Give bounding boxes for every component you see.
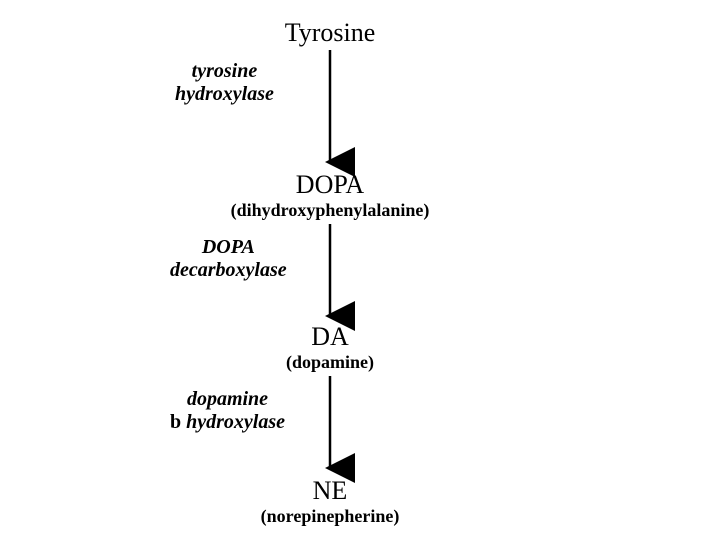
- molecule-dopa: DOPA: [0, 170, 660, 200]
- enzyme-dopamine-beta-hydroxylase: dopamine b hydroxylase: [170, 388, 285, 434]
- molecule-da: DA: [0, 322, 660, 352]
- pathway-diagram: Tyrosine tyrosine hydroxylase DOPA (dihy…: [0, 0, 720, 540]
- enzyme-tyrosine-hydroxylase: tyrosine hydroxylase: [175, 60, 274, 106]
- enzyme-line: decarboxylase: [170, 259, 287, 282]
- enzyme-line: DOPA: [170, 236, 287, 259]
- molecule-ne: NE: [0, 476, 660, 506]
- arrows-layer: [0, 0, 720, 540]
- beta-symbol: b: [170, 411, 181, 433]
- molecule-tyrosine: Tyrosine: [0, 18, 660, 48]
- molecule-dopa-sub: (dihydroxyphenylalanine): [0, 200, 660, 221]
- molecule-da-sub: (dopamine): [0, 352, 660, 373]
- molecule-ne-sub: (norepinepherine): [0, 506, 660, 527]
- enzyme-line: hydroxylase: [175, 83, 274, 106]
- enzyme-line-rest: hydroxylase: [181, 411, 285, 433]
- enzyme-dopa-decarboxylase: DOPA decarboxylase: [170, 236, 287, 282]
- enzyme-line: dopamine: [170, 388, 285, 411]
- enzyme-line: tyrosine: [175, 60, 274, 83]
- enzyme-line: b hydroxylase: [170, 411, 285, 434]
